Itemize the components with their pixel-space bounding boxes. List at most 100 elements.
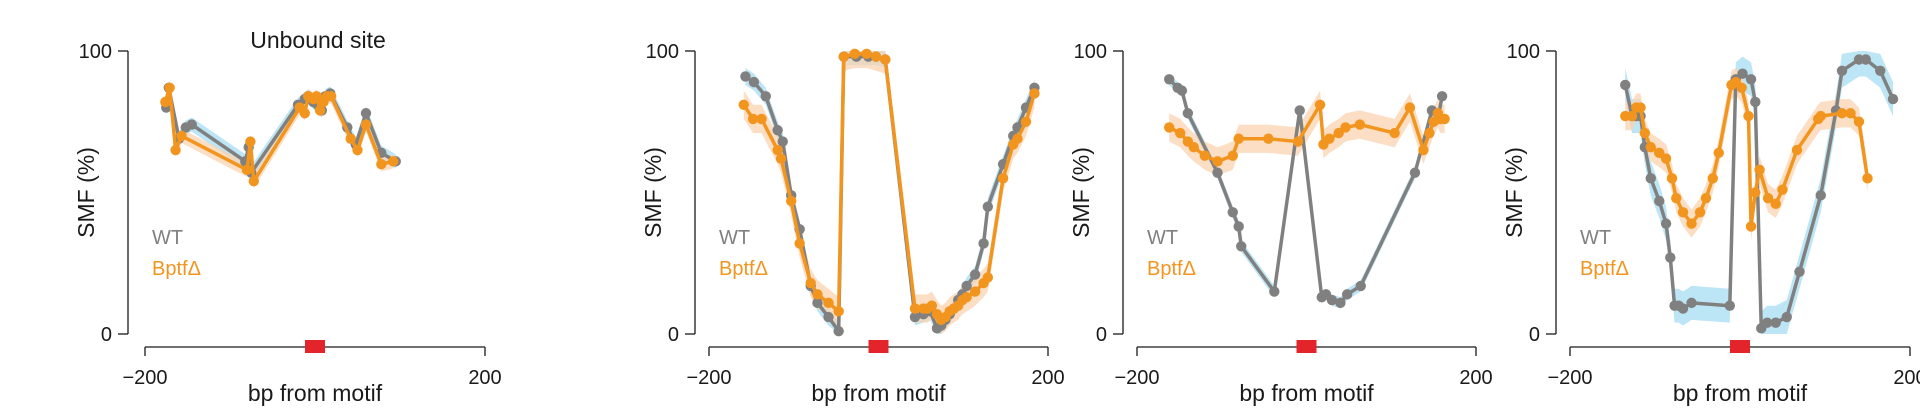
data-point-wt <box>812 297 823 309</box>
data-point-bptf <box>1815 110 1826 122</box>
data-point-bptf <box>870 51 882 62</box>
y-tick-label: 100 <box>79 41 112 63</box>
data-point-wt <box>777 136 788 147</box>
data-point-bptf <box>1671 192 1682 204</box>
data-point-bptf <box>833 306 844 317</box>
data-point-bptf <box>325 91 337 102</box>
data-point-wt <box>833 325 844 337</box>
data-point-wt <box>1860 54 1872 65</box>
x-tick-label: 200 <box>468 367 501 389</box>
data-point-wt <box>360 108 372 119</box>
data-point-bptf <box>1777 184 1788 195</box>
data-point-bptf <box>176 130 187 142</box>
x-tick-label: 200 <box>1459 367 1492 389</box>
data-point-bptf <box>360 119 372 130</box>
data-point-bptf <box>812 289 823 300</box>
data-point-bptf <box>1845 108 1856 119</box>
data-point-bptf <box>1762 192 1774 204</box>
data-point-wt <box>1724 300 1736 311</box>
data-point-bptf <box>1340 122 1351 133</box>
data-point-wt <box>772 125 783 136</box>
data-point-bptf <box>1389 127 1400 139</box>
data-point-bptf <box>1700 192 1712 204</box>
data-point-bptf <box>969 286 981 297</box>
data-point-wt <box>1887 93 1899 105</box>
data-point-bptf <box>1199 150 1211 161</box>
x-tick-label: 200 <box>1031 367 1064 389</box>
x-axis-label: bp from motif <box>248 380 383 406</box>
data-point-bptf <box>1836 108 1848 119</box>
legend-wt: WT <box>1580 227 1611 249</box>
legend-wt: WT <box>719 227 750 249</box>
motif-marker <box>868 340 889 353</box>
legend-bptf: BptfΔ <box>152 258 201 280</box>
data-point-bptf <box>1029 88 1040 99</box>
data-point-wt <box>1794 266 1805 277</box>
data-point-bptf <box>345 133 356 144</box>
y-tick-label: 0 <box>668 324 679 346</box>
data-point-wt <box>1686 297 1697 309</box>
data-point-wt <box>1815 190 1826 201</box>
legend-wt: WT <box>152 227 183 249</box>
y-tick-label: 100 <box>646 41 679 63</box>
data-point-bptf <box>388 156 399 167</box>
data-point-bptf <box>838 51 849 62</box>
data-point-bptf <box>772 144 783 156</box>
x-tick-label: −200 <box>122 367 167 389</box>
data-point-bptf <box>1862 173 1873 184</box>
y-tick-label: 100 <box>1507 41 1540 63</box>
chart-panel-1: 100 0 −200 200 bp from motif SMF (%) Unbound s… <box>73 27 502 406</box>
data-point-wt <box>1176 85 1188 96</box>
data-point-bptf <box>1770 198 1781 210</box>
confidence-band-bptf <box>1169 90 1445 176</box>
data-point-bptf <box>880 54 891 65</box>
y-tick-label: 0 <box>101 324 112 346</box>
x-tick-label: −200 <box>1547 367 1592 389</box>
data-point-bptf <box>1791 144 1803 156</box>
data-point-wt <box>1875 65 1886 77</box>
y-tick-label: 0 <box>1529 324 1540 346</box>
data-point-wt <box>1227 207 1238 218</box>
data-point-wt <box>982 201 994 212</box>
data-point-bptf <box>786 195 797 207</box>
data-point-bptf <box>1707 173 1719 184</box>
data-point-bptf <box>1404 102 1416 113</box>
data-point-bptf <box>1292 136 1304 147</box>
motif-marker <box>1296 340 1317 353</box>
y-tick-label: 100 <box>1074 41 1107 63</box>
data-point-wt <box>1294 105 1305 116</box>
data-point-bptf <box>1424 127 1435 139</box>
data-point-wt <box>1836 65 1848 77</box>
data-point-bptf <box>1694 207 1706 218</box>
x-tick-label: −200 <box>1114 367 1159 389</box>
data-point-bptf <box>982 272 994 283</box>
x-tick-label: 200 <box>1893 367 1920 389</box>
y-tick-label: 0 <box>1096 324 1107 346</box>
data-point-bptf <box>823 297 834 309</box>
data-point-bptf <box>170 144 181 156</box>
data-point-bptf <box>1639 127 1651 139</box>
data-point-wt <box>1620 79 1631 91</box>
data-point-wt <box>760 91 771 102</box>
data-point-wt <box>1745 74 1757 85</box>
data-point-wt <box>1341 289 1353 300</box>
data-point-wt <box>823 311 834 323</box>
data-point-wt <box>978 238 989 249</box>
legend-bptf: BptfΔ <box>1580 258 1629 280</box>
data-point-wt <box>1233 221 1244 232</box>
data-point-bptf <box>1754 164 1765 176</box>
data-point-bptf <box>160 96 171 108</box>
data-point-bptf <box>794 238 805 249</box>
y-axis-label: SMF (%) <box>1501 147 1527 238</box>
data-point-wt <box>961 280 972 292</box>
data-point-wt <box>1182 108 1194 119</box>
data-point-wt <box>740 71 751 82</box>
data-point-wt <box>1750 96 1761 108</box>
chart-panel-4: 100 0 −200 200 bp from motif SMF (%) WT BptfΔ <box>1501 41 1920 406</box>
data-point-wt <box>186 119 197 130</box>
data-point-wt <box>1770 317 1781 328</box>
data-point-wt <box>1164 74 1175 85</box>
data-point-bptf <box>849 48 860 60</box>
data-point-wt <box>1737 68 1748 79</box>
x-axis-label: bp from motif <box>1673 380 1808 406</box>
